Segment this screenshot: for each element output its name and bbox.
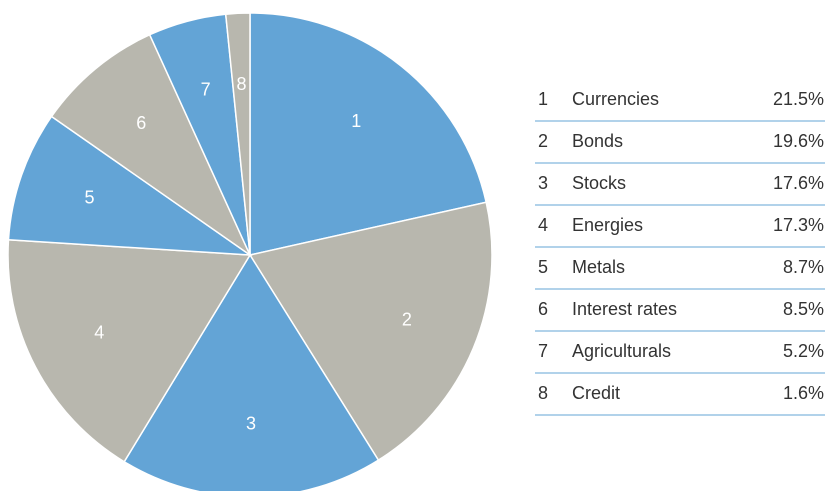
legend-index: 6 [538,299,548,319]
legend-value: 8.5% [783,299,824,319]
legend-index: 2 [538,131,548,151]
legend-name: Currencies [572,89,659,109]
legend-name: Stocks [572,173,626,193]
legend-index: 1 [538,89,548,109]
slice-label: 8 [236,74,246,94]
legend-name: Interest rates [572,299,677,319]
legend-index: 5 [538,257,548,277]
pie-slice [248,201,493,462]
legend-name: Metals [572,257,625,277]
pie-slice [123,253,380,491]
slice-label: 7 [201,80,211,100]
pie-slice [249,12,488,256]
legend-value: 17.3% [773,215,824,235]
legend-value: 1.6% [783,383,824,403]
legend-name: Agriculturals [572,341,671,361]
slice-label: 5 [85,188,95,208]
legend-value: 8.7% [783,257,824,277]
legend-index: 7 [538,341,548,361]
slice-label: 3 [246,414,256,434]
legend-index: 4 [538,215,548,235]
legend-value: 17.6% [773,173,824,193]
pie-slice [224,12,251,256]
legend-name: Energies [572,215,643,235]
pie-slice [50,33,252,258]
pie-slice [7,115,253,256]
legend-value: 5.2% [783,341,824,361]
legend-name: Bonds [572,131,623,151]
slice-label: 2 [402,309,412,329]
legend-index: 8 [538,383,548,403]
legend-value: 21.5% [773,89,824,109]
legend-name: Credit [572,383,620,403]
pie-slice [7,239,252,463]
slice-label: 4 [94,322,104,342]
legend-value: 19.6% [773,131,824,151]
slice-label: 1 [351,111,361,131]
legend-index: 3 [538,173,548,193]
slice-label: 6 [136,113,146,133]
